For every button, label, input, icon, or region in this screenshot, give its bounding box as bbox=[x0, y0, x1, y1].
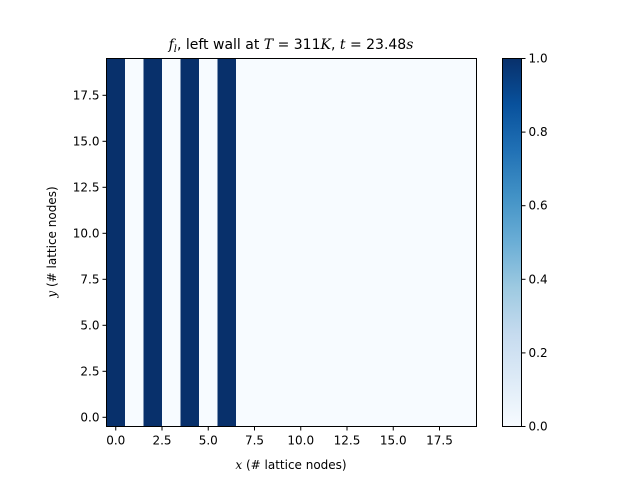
heatmap-column-12 bbox=[328, 58, 348, 427]
y-axis-label: y (# lattice nodes) bbox=[45, 186, 59, 298]
title-T-value: = 311 bbox=[273, 37, 320, 53]
heatmap-column-1 bbox=[125, 58, 144, 427]
y-axis: 0.0 2.5 5.0 7.5 10.0 12.5 15.0 17.5 bbox=[73, 88, 107, 424]
x-axis-symbol: x bbox=[235, 458, 242, 472]
title-T-unit: K bbox=[319, 37, 332, 53]
heatmap-column-13 bbox=[347, 58, 366, 427]
colorbar-tick-label: 0.4 bbox=[529, 272, 548, 286]
y-tick-label: 2.5 bbox=[80, 364, 99, 378]
heatmap-column-11 bbox=[310, 58, 329, 427]
title-sep: , bbox=[331, 37, 340, 53]
x-tick-label: 0.0 bbox=[106, 434, 125, 448]
heatmap-column-5 bbox=[199, 58, 218, 427]
y-tick-label: 0.0 bbox=[80, 410, 99, 424]
x-axis: 0.0 2.5 5.0 7.5 10.0 12.5 15.0 17.5 bbox=[106, 426, 453, 448]
y-tick-label: 15.0 bbox=[73, 134, 100, 148]
colorbar-tick-label: 1.0 bbox=[529, 52, 548, 66]
heatmap-column-14 bbox=[365, 58, 385, 427]
heatmap-column-0 bbox=[106, 58, 126, 427]
colorbar-tick-label: 0.6 bbox=[529, 199, 548, 213]
x-tick-label: 17.5 bbox=[426, 434, 453, 448]
heatmap-area bbox=[106, 58, 477, 427]
heatmap-column-18 bbox=[439, 58, 459, 427]
heatmap-column-9 bbox=[273, 58, 292, 427]
x-axis-text: (# lattice nodes) bbox=[242, 458, 346, 472]
heatmap-column-10 bbox=[291, 58, 311, 427]
colorbar-tick-label: 0.2 bbox=[529, 346, 548, 360]
title-t-unit: s bbox=[406, 37, 413, 53]
colorbar bbox=[502, 58, 522, 427]
y-axis-text: (# lattice nodes) bbox=[45, 186, 59, 290]
y-tick-label: 12.5 bbox=[73, 180, 100, 194]
x-tick-label: 5.0 bbox=[199, 434, 218, 448]
x-tick-label: 12.5 bbox=[334, 434, 361, 448]
colorbar-axis: 0.0 0.2 0.4 0.6 0.8 1.0 bbox=[521, 52, 548, 434]
chart-title: fl, left wall at T = 311K, t = 23.48s bbox=[168, 37, 414, 55]
y-tick-label: 10.0 bbox=[73, 226, 100, 240]
colorbar-tick-label: 0.8 bbox=[529, 125, 548, 139]
y-tick-label: 5.0 bbox=[80, 318, 99, 332]
heatmap-column-4 bbox=[180, 58, 200, 427]
heatmap-column-15 bbox=[384, 58, 403, 427]
x-axis-label: x (# lattice nodes) bbox=[235, 458, 346, 472]
title-t-symbol: t bbox=[340, 37, 346, 53]
heatmap-column-8 bbox=[254, 58, 274, 427]
title-subscript: l bbox=[174, 44, 177, 55]
heatmap-column-3 bbox=[162, 58, 181, 427]
x-tick-label: 7.5 bbox=[245, 434, 264, 448]
x-tick-label: 10.0 bbox=[287, 434, 314, 448]
title-f: f bbox=[168, 37, 177, 53]
heatmap-column-2 bbox=[143, 58, 163, 427]
heatmap-column-7 bbox=[236, 58, 255, 427]
heatmap-column-17 bbox=[421, 58, 440, 427]
y-tick-label: 17.5 bbox=[73, 88, 100, 102]
heatmap-column-16 bbox=[402, 58, 422, 427]
y-axis-symbol: y bbox=[45, 291, 59, 299]
heatmap-column-19 bbox=[458, 58, 477, 427]
plot-frame bbox=[106, 58, 477, 427]
x-tick-label: 2.5 bbox=[152, 434, 171, 448]
y-tick-label: 7.5 bbox=[80, 272, 99, 286]
x-tick-label: 15.0 bbox=[380, 434, 407, 448]
colorbar-tick-label: 0.0 bbox=[529, 420, 548, 434]
title-T-symbol: T bbox=[264, 37, 275, 53]
title-mid: , left wall at bbox=[177, 37, 264, 53]
title-t-value: = 23.48 bbox=[346, 37, 407, 53]
heatmap-column-6 bbox=[217, 58, 237, 427]
